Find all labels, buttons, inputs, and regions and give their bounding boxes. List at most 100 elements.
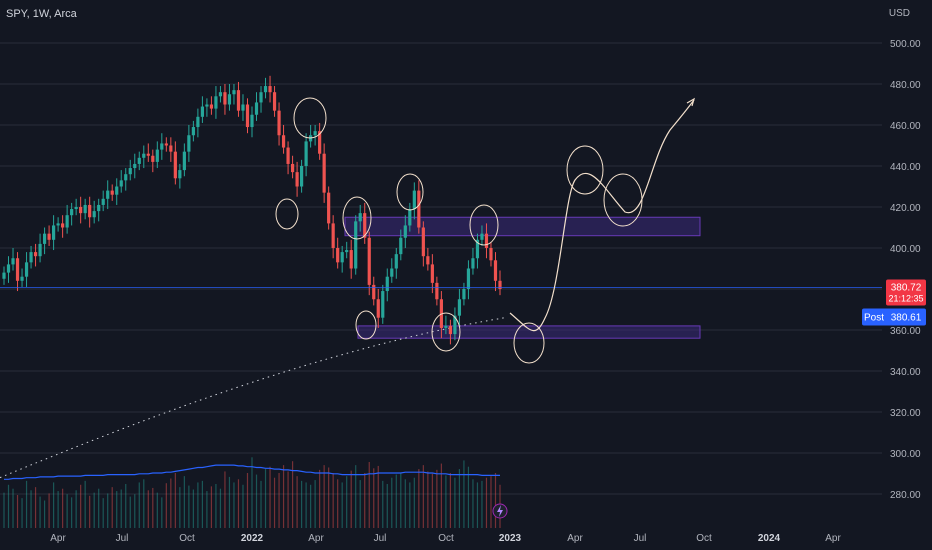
candle-body <box>214 96 218 109</box>
volume-bar <box>210 486 213 528</box>
candle-body <box>272 92 277 111</box>
candle-body <box>97 204 101 212</box>
candle-body <box>390 268 394 277</box>
volume-bar <box>138 482 140 528</box>
volume-bar <box>282 465 285 528</box>
candle-body <box>52 225 56 240</box>
volume-bar <box>246 473 249 528</box>
x-tick-label: Apr <box>825 533 841 544</box>
volume-bar <box>377 465 379 528</box>
candle-body <box>83 204 87 214</box>
candle-body <box>250 114 254 128</box>
candle-body <box>349 250 353 269</box>
candle-body <box>313 131 317 136</box>
volume-bar <box>224 471 226 528</box>
candle-body <box>286 147 290 164</box>
candle-body <box>475 239 480 259</box>
y-tick-label: 480.00 <box>890 80 921 91</box>
volume-bar <box>48 493 50 528</box>
candle-body <box>300 166 304 187</box>
candle-body <box>160 143 164 150</box>
candle-body <box>209 104 214 109</box>
volume-bar <box>467 466 470 528</box>
volume-bar <box>337 479 339 528</box>
drawing-circle <box>396 173 424 211</box>
drawing-circle <box>566 145 604 195</box>
volume-bar <box>368 462 370 528</box>
candle-body <box>457 299 462 316</box>
candle-body <box>363 213 367 238</box>
candle-body <box>6 264 11 273</box>
candle-body <box>241 104 245 111</box>
volume-bar <box>391 477 393 528</box>
volume-bar <box>188 485 190 528</box>
volume-bar <box>30 490 32 528</box>
candle-body <box>340 252 344 263</box>
volume-bar <box>413 477 415 528</box>
volume-bar <box>476 482 479 528</box>
volume-bar <box>98 488 100 528</box>
candle-body <box>480 233 484 240</box>
candle-body <box>218 92 223 97</box>
volume-bar <box>382 480 384 528</box>
candle-body <box>484 233 489 248</box>
candle-body <box>169 145 173 152</box>
candle-body <box>88 204 92 218</box>
candle-body <box>128 168 132 175</box>
volume-bar <box>305 482 307 528</box>
volume-bar <box>219 488 222 528</box>
volume-bar <box>201 480 203 528</box>
candle-body <box>259 92 263 103</box>
candle-body <box>191 127 195 136</box>
candle-body <box>245 104 250 128</box>
volume-bar <box>12 488 14 528</box>
volume-bar <box>273 477 276 528</box>
y-tick-label: 300.00 <box>890 449 921 460</box>
x-tick-label: Oct <box>179 533 195 544</box>
candle-body <box>394 254 398 269</box>
candle-body <box>11 258 15 265</box>
volume-bar <box>107 493 109 528</box>
candle-body <box>79 207 83 214</box>
volume-bar <box>179 487 181 528</box>
candle-body <box>354 221 358 269</box>
moving-average-line <box>0 317 506 479</box>
candle-body <box>399 237 403 255</box>
post-label: Post <box>864 313 884 324</box>
volume-bar <box>264 469 267 528</box>
volume-bar <box>57 491 59 528</box>
candle-body <box>24 262 29 277</box>
volume-bar <box>449 473 451 528</box>
y-tick-label: 400.00 <box>890 244 921 255</box>
volume-bar <box>206 491 208 528</box>
volume-bar <box>242 484 244 528</box>
candle-body <box>187 135 191 152</box>
volume-bar <box>458 469 461 528</box>
volume-bar <box>364 473 366 528</box>
candle-body <box>65 215 69 228</box>
candle-body <box>124 174 128 181</box>
candle-body <box>462 289 466 300</box>
candle-body <box>471 258 475 269</box>
candle-body <box>2 272 6 279</box>
post-badge <box>862 308 926 326</box>
volume-bar <box>25 480 28 528</box>
y-tick-label: 340.00 <box>890 367 921 378</box>
volume-bar <box>233 482 235 528</box>
volume-bar <box>431 473 433 528</box>
drawing-circle <box>293 97 327 139</box>
candle-body <box>421 227 425 257</box>
support-resistance-zone <box>357 325 701 339</box>
volume-bar <box>71 497 73 528</box>
volume-bar <box>463 460 465 528</box>
candle-body <box>290 163 295 173</box>
candle-body <box>110 190 114 195</box>
x-tick-label: 2024 <box>758 533 781 544</box>
candle-body <box>133 163 137 169</box>
y-tick-label: 280.00 <box>890 490 921 501</box>
volume-bar <box>156 492 158 528</box>
volume-bar <box>237 479 240 528</box>
candle-body <box>33 252 38 257</box>
